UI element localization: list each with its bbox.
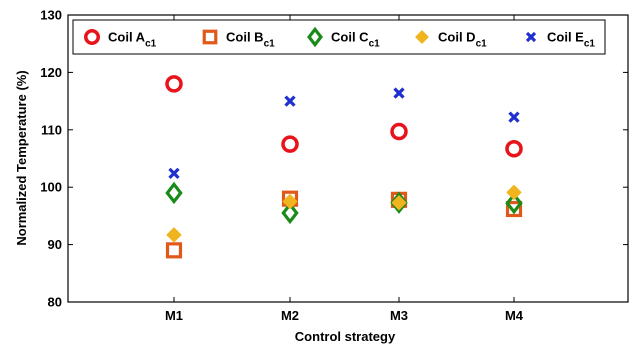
legend-entry-label: Coil Ac1	[108, 30, 157, 50]
data-point-circle	[281, 135, 299, 153]
data-point-diamond	[505, 192, 523, 215]
data-point-x	[508, 111, 520, 123]
data-point-diamond	[165, 181, 183, 205]
x-tick-label: M2	[281, 308, 299, 323]
data-point-square	[165, 242, 183, 259]
data-point-filled-diamond	[166, 227, 182, 243]
legend-marker-diamond	[307, 26, 323, 48]
y-tick-label: 120	[40, 65, 62, 80]
y-tick-label: 130	[40, 8, 62, 23]
data-point-x	[393, 87, 405, 99]
x-axis: M1 M2 M3 M4	[165, 15, 524, 323]
data-point-x	[168, 167, 180, 180]
y-axis: 80 90 100 110 120 130	[40, 8, 628, 310]
legend-marker-circle	[84, 29, 100, 45]
data-point-filled-diamond	[506, 184, 522, 200]
legend-marker-x	[525, 31, 537, 43]
legend: Coil Ac1 Coil Bc1 Coil Cc1 Coil Dc1 Coil Ec1	[72, 19, 606, 55]
legend-entry-label: Coil Dc1	[438, 30, 487, 50]
legend-marker-square	[202, 29, 218, 45]
y-tick-label: 110	[41, 122, 62, 137]
legend-entry-label: Coil Cc1	[331, 30, 380, 50]
legend-entry-label: Coil Bc1	[226, 30, 275, 50]
data-point-circle	[165, 75, 183, 93]
x-tick-label: M3	[390, 308, 408, 323]
x-tick-label: M4	[505, 308, 524, 323]
legend-entry-label: Coil Ec1	[547, 30, 595, 50]
data-point-circle	[390, 122, 408, 141]
legend-box	[72, 19, 606, 55]
x-axis-label: Control strategy	[295, 329, 396, 344]
data-point-filled-diamond	[391, 195, 407, 211]
legend-marker-filled-diamond	[415, 30, 429, 44]
y-tick-label: 100	[40, 180, 62, 195]
x-tick-label: M1	[165, 308, 183, 323]
data-point-circle	[505, 139, 523, 158]
data-marks	[165, 75, 523, 259]
data-point-filled-diamond	[282, 194, 298, 210]
y-axis-label: Normalized Temperature (%)	[14, 70, 29, 245]
plot-area	[67, 14, 629, 303]
data-point-x	[284, 95, 296, 107]
data-point-square	[505, 200, 523, 218]
y-tick-label: 80	[48, 295, 62, 310]
data-point-diamond	[281, 201, 299, 225]
y-tick-label: 90	[48, 237, 62, 252]
